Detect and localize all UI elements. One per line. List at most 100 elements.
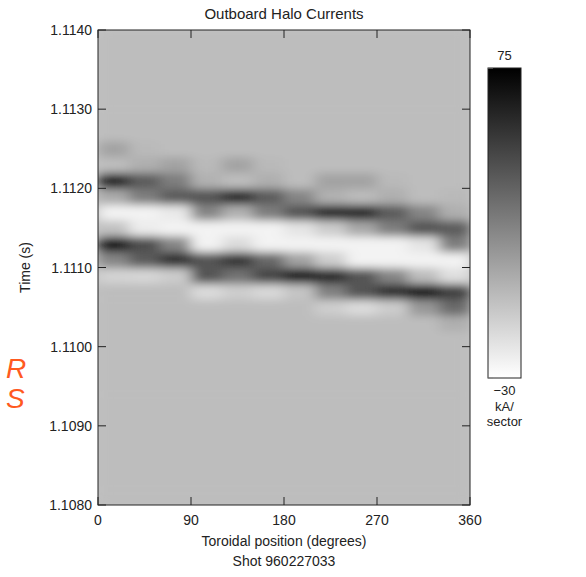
cell [284,252,316,268]
cell [377,204,409,220]
cell [346,299,378,315]
y-tick [462,346,470,347]
cell [191,173,223,189]
cell [315,157,347,173]
y-tick-label: 1.1110 [51,260,92,276]
cell [160,473,192,489]
cell [377,489,409,505]
annotation: S [6,383,25,414]
cell [222,157,254,173]
cell [98,62,130,78]
y-tick [462,267,470,268]
cell [160,157,192,173]
cell [98,268,130,284]
cell [129,378,161,394]
cell [377,30,409,46]
cell [377,442,409,458]
cell [253,283,285,299]
cell [408,283,440,299]
y-tick-label: 1.1100 [50,339,92,355]
cell [408,268,440,284]
cell [98,125,130,141]
cell [284,347,316,363]
cells [98,30,470,505]
cell [222,236,254,252]
cell [439,363,470,379]
x-tick [191,497,192,505]
cell [315,410,347,426]
cell [191,394,223,410]
cell [160,394,192,410]
cell [222,125,254,141]
cell [346,109,378,125]
cell [253,347,285,363]
cell [191,268,223,284]
cell [222,173,254,189]
cell [439,283,470,299]
cell [129,236,161,252]
colorbar-tick-label: 75 [497,48,511,63]
cell [315,93,347,109]
cell [284,473,316,489]
cell [439,315,470,331]
title: Outboard Halo Currents [204,5,363,22]
y-tick-label: 1.1080 [49,497,92,513]
y-tick-label: 1.1130 [50,101,92,117]
cell [439,473,470,489]
cell [98,283,130,299]
cell [315,331,347,347]
cell [315,426,347,442]
cell [222,141,254,157]
cell [315,173,347,189]
cell [408,473,440,489]
cell [346,236,378,252]
cell [191,220,223,236]
plot-frame [98,30,470,505]
cell [439,426,470,442]
y-tick [98,30,106,31]
y-tick [462,30,470,31]
cell [253,236,285,252]
cell [346,473,378,489]
cell [408,489,440,505]
cell [408,220,440,236]
cell [284,125,316,141]
chart: Outboard Halo Currents0901802703601.1080… [0,0,586,577]
x-tick [98,497,99,505]
cell [98,252,130,268]
cell [129,426,161,442]
cell [284,410,316,426]
cell [377,394,409,410]
cell [253,93,285,109]
cell [160,236,192,252]
cell [222,46,254,62]
cell [346,363,378,379]
cell [98,109,130,125]
cell [253,220,285,236]
cell [408,378,440,394]
cell [98,157,130,173]
x-tick [191,30,192,38]
y-tick [462,425,470,426]
cell [191,426,223,442]
cell [129,30,161,46]
y-tick [98,425,106,426]
cell [129,252,161,268]
cell [377,141,409,157]
cell [439,141,470,157]
cell [377,188,409,204]
cell [222,394,254,410]
cell [377,173,409,189]
cell [284,46,316,62]
cell [377,347,409,363]
cell [160,299,192,315]
cell [160,188,192,204]
cell [98,173,130,189]
cell [439,220,470,236]
cell [160,442,192,458]
cell [191,378,223,394]
cell [346,157,378,173]
cell [160,78,192,94]
cell [160,331,192,347]
cell [191,283,223,299]
